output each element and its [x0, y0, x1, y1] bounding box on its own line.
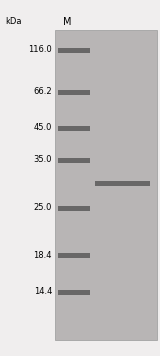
Text: 116.0: 116.0: [28, 46, 52, 54]
Text: 18.4: 18.4: [33, 251, 52, 260]
Bar: [58, 205, 90, 210]
Bar: [95, 180, 150, 185]
Bar: [58, 289, 90, 294]
Text: kDa: kDa: [5, 17, 21, 26]
Bar: [58, 89, 90, 94]
Bar: [58, 252, 90, 257]
Text: 25.0: 25.0: [34, 204, 52, 213]
Text: 45.0: 45.0: [34, 124, 52, 132]
Text: 14.4: 14.4: [34, 288, 52, 297]
Bar: [58, 126, 90, 131]
Text: M: M: [63, 17, 71, 27]
Text: 66.2: 66.2: [33, 88, 52, 96]
Bar: [58, 47, 90, 52]
Bar: [58, 157, 90, 162]
Text: 35.0: 35.0: [33, 156, 52, 164]
Bar: [55, 30, 157, 340]
